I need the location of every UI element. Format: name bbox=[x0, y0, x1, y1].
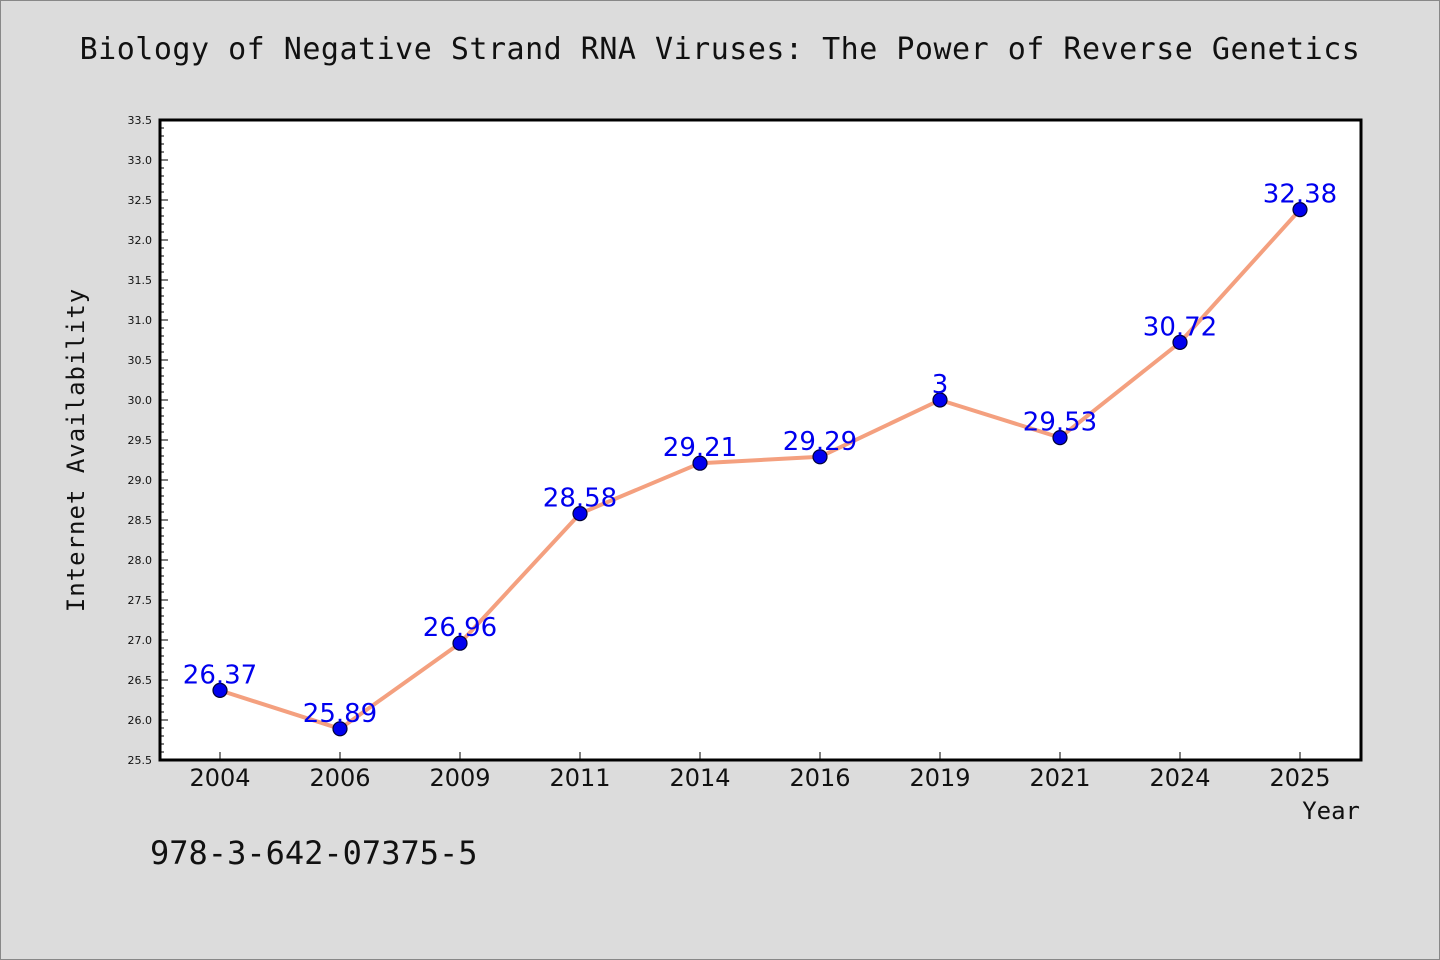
data-label: 3 bbox=[932, 370, 949, 400]
data-label: 29.21 bbox=[663, 433, 737, 463]
data-point bbox=[692, 455, 708, 471]
data-label: 26.37 bbox=[183, 660, 257, 690]
x-tick-label: 2021 bbox=[1029, 764, 1090, 792]
data-points bbox=[212, 202, 1308, 737]
data-labels: 26.37 25.89 26.96 28.58 29.21 29.29 3 29.53 30.7… bbox=[183, 180, 1337, 729]
x-tick-label: 2009 bbox=[429, 764, 490, 792]
y-tick-label: 33.0 bbox=[128, 154, 153, 167]
data-point bbox=[1172, 334, 1188, 350]
y-tick-label: 27.5 bbox=[128, 594, 153, 607]
y-tick-label: 29.5 bbox=[128, 434, 153, 447]
data-label: 25.89 bbox=[303, 699, 377, 729]
x-tick-label: 2011 bbox=[549, 764, 610, 792]
y-tick-label: 33.5 bbox=[128, 114, 153, 127]
y-tick-label: 26.0 bbox=[128, 714, 153, 727]
y-tick-label: 30.0 bbox=[128, 394, 153, 407]
data-point bbox=[212, 682, 228, 699]
data-point bbox=[1052, 430, 1068, 446]
x-tick-label: 2004 bbox=[189, 764, 250, 792]
y-tick-label: 28.0 bbox=[128, 554, 153, 567]
chart-title: Biology of Negative Strand RNA Viruses: … bbox=[79, 32, 1361, 67]
y-tick-label: 31.0 bbox=[128, 314, 153, 327]
y-tick-label: 32.5 bbox=[128, 194, 153, 207]
series-line bbox=[218, 207, 1302, 731]
y-tick-label: 26.5 bbox=[128, 674, 153, 687]
x-axis-ticks: 2004 2006 2009 2011 2014 2016 2019 2021 2024 2025 bbox=[189, 752, 1331, 792]
y-tick-label: 27.0 bbox=[128, 634, 153, 647]
y-axis-ticks: 25.5 26.0 26.5 27.0 27.5 28.0 28.5 29.0 29.5 30.0… bbox=[128, 114, 168, 767]
x-tick-label: 2006 bbox=[309, 764, 370, 792]
data-point bbox=[1292, 202, 1308, 218]
x-tick-label: 2025 bbox=[1269, 764, 1330, 792]
y-tick-label: 32.0 bbox=[128, 234, 153, 247]
x-tick-label: 2024 bbox=[1149, 764, 1210, 792]
y-tick-label: 31.5 bbox=[128, 274, 153, 287]
x-tick-label: 2019 bbox=[909, 764, 970, 792]
y-tick-label: 30.5 bbox=[128, 354, 153, 367]
data-label: 30.72 bbox=[1143, 312, 1217, 342]
data-label: 28.58 bbox=[543, 484, 617, 514]
x-tick-label: 2014 bbox=[669, 764, 730, 792]
data-point bbox=[932, 392, 948, 408]
y-axis-label: Internet Availability bbox=[62, 287, 90, 613]
y-tick-label: 28.5 bbox=[128, 514, 153, 527]
data-label: 29.29 bbox=[783, 427, 857, 457]
data-label: 26.96 bbox=[423, 613, 497, 643]
y-tick-label: 29.0 bbox=[128, 474, 153, 487]
data-label: 29.53 bbox=[1023, 408, 1097, 438]
footer-code: 978-3-642-07375-5 bbox=[150, 834, 478, 872]
y-tick-label: 25.5 bbox=[128, 754, 153, 767]
data-point bbox=[812, 449, 828, 465]
data-point bbox=[572, 505, 588, 522]
series-line-group bbox=[218, 207, 1302, 731]
data-label: 32.38 bbox=[1263, 180, 1337, 210]
plot-area bbox=[158, 118, 1363, 762]
x-tick-label: 2016 bbox=[789, 764, 850, 792]
data-point bbox=[452, 635, 468, 651]
data-point bbox=[332, 721, 348, 737]
x-axis-label: Year bbox=[1302, 797, 1360, 825]
